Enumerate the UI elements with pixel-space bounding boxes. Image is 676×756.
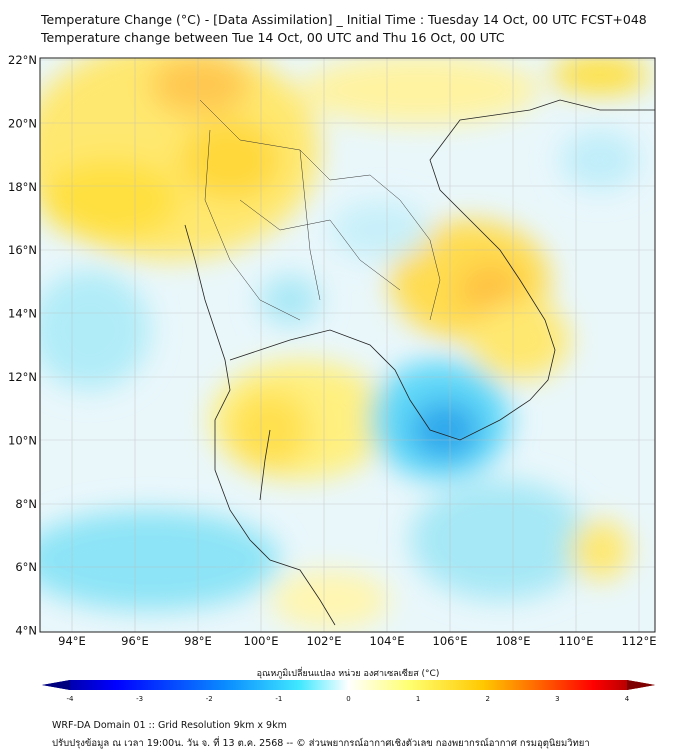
lon-tick-label: 98°E xyxy=(184,634,212,648)
colorbar-tick-label: -1 xyxy=(275,695,282,703)
colorbar-tick-label: 2 xyxy=(486,695,490,703)
colorbar-tick-label: 0 xyxy=(346,695,350,703)
colorbar-title: อุณหภูมิเปลี่ยนแปลง หน่วย องศาเซลเซียส (… xyxy=(257,666,440,679)
lat-tick-label: 18°N xyxy=(8,180,37,194)
colorbar xyxy=(42,680,655,690)
coastline xyxy=(184,99,655,626)
lon-tick-label: 102°E xyxy=(307,634,342,648)
footer-model-info: WRF-DA Domain 01 :: Grid Resolution 9km … xyxy=(52,720,287,731)
colorbar-tick-label: -4 xyxy=(67,695,75,703)
map-frame xyxy=(39,57,656,633)
colorbar-tick-label: 1 xyxy=(416,695,420,703)
admin-borders xyxy=(199,99,441,321)
lon-tick-label: 112°E xyxy=(622,634,657,648)
lat-tick-label: 16°N xyxy=(8,243,37,257)
colorbar-tick-label: -2 xyxy=(206,695,213,703)
colorbar-tick-label: -3 xyxy=(136,695,143,703)
colorbar-tick-label: 4 xyxy=(625,695,630,703)
chart-title: Temperature Change (°C) - [Data Assimila… xyxy=(41,12,647,27)
lon-tick-label: 106°E xyxy=(433,634,468,648)
lat-tick-label: 8°N xyxy=(15,497,37,511)
lon-tick-label: 100°E xyxy=(244,634,279,648)
lon-tick-label: 94°E xyxy=(58,634,86,648)
heatmap-field xyxy=(40,58,655,632)
lat-tick-label: 22°N xyxy=(8,53,37,67)
lat-tick-label: 4°N xyxy=(15,624,37,638)
footer-update-info: ปรับปรุงข้อมูล ณ เวลา 19:00น. วัน จ. ที่… xyxy=(52,738,590,749)
gridlines xyxy=(40,58,655,632)
lat-tick-label: 12°N xyxy=(8,370,37,384)
chart-subtitle: Temperature change between Tue 14 Oct, 0… xyxy=(41,30,505,45)
lat-tick-label: 10°N xyxy=(8,433,37,447)
lon-tick-label: 104°E xyxy=(370,634,405,648)
lon-tick-label: 108°E xyxy=(496,634,531,648)
colorbar-tick-label: 3 xyxy=(555,695,559,703)
lon-tick-label: 96°E xyxy=(121,634,149,648)
lat-tick-label: 20°N xyxy=(8,116,37,130)
lat-tick-label: 6°N xyxy=(15,560,37,574)
lon-tick-label: 110°E xyxy=(559,634,594,648)
lat-tick-label: 14°N xyxy=(8,307,37,321)
